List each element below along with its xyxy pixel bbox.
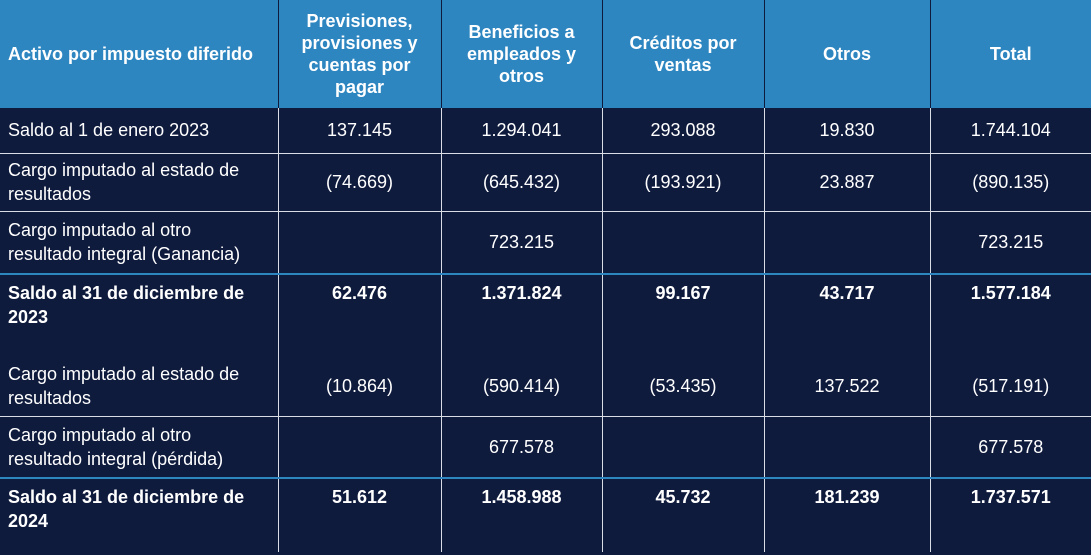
cell-employee-benefits: 723.215: [441, 211, 603, 275]
table-row: Cargo imputado al otro resultado integra…: [0, 416, 1091, 479]
cell-sales-credits: 293.088: [602, 108, 765, 154]
header-others: Otros: [764, 0, 931, 108]
cell-provisions: 51.612: [278, 478, 442, 552]
cell-sales-credits: (193.921): [602, 153, 765, 212]
cell-total: (890.135): [930, 153, 1091, 212]
cell-provisions: (74.669): [278, 153, 442, 212]
cell-others: 137.522: [764, 356, 931, 417]
cell-others: [764, 211, 931, 275]
row-label: Cargo imputado al otro resultado integra…: [0, 211, 279, 275]
table-row: Cargo imputado al estado de resultados (…: [0, 153, 1091, 212]
cell-sales-credits: (53.435): [602, 356, 765, 417]
header-provisions: Previsiones, provisiones y cuentas por p…: [278, 0, 442, 108]
cell-provisions: 137.145: [278, 108, 442, 154]
cell-total: 1.744.104: [930, 108, 1091, 154]
cell-sales-credits: [602, 416, 765, 479]
row-label: Saldo al 31 de diciembre de 2024: [0, 478, 279, 552]
header-concept: Activo por impuesto diferido: [0, 0, 279, 108]
cell-total: 1.737.571: [970, 487, 1051, 507]
cell-total: 677.578: [930, 416, 1091, 479]
table-row: Cargo imputado al estado de resultados (…: [0, 356, 1091, 417]
row-label: Saldo al 31 de diciembre de 2023: [0, 274, 279, 356]
cell-total: (517.191): [930, 356, 1091, 417]
cell-employee-benefits: (590.414): [441, 356, 603, 417]
cell-total: 723.215: [930, 211, 1091, 275]
cell-employee-benefits: 1.371.824: [441, 274, 603, 356]
subtotal-row: Saldo al 31 de diciembre de 2024 51.612 …: [0, 478, 1091, 552]
table-row: Saldo al 1 de enero 2023 137.145 1.294.0…: [0, 108, 1091, 154]
header-total: Total: [930, 0, 1091, 108]
cell-sales-credits: 45.732: [602, 478, 765, 552]
cell-provisions: [278, 211, 442, 275]
cell-provisions: (10.864): [278, 356, 442, 417]
header-sales-credits: Créditos por ventas: [602, 0, 765, 108]
header-employee-benefits: Beneficios a empleados y otros: [441, 0, 603, 108]
row-label: Cargo imputado al estado de resultados: [0, 153, 279, 212]
table-header: Activo por impuesto diferido Previsiones…: [0, 0, 1091, 108]
cell-total: 1.577.184: [970, 283, 1051, 303]
table-body: Saldo al 1 de enero 2023 137.145 1.294.0…: [0, 108, 1091, 552]
cell-sales-credits: [602, 211, 765, 275]
cell-others: [764, 416, 931, 479]
cell-provisions: [278, 416, 442, 479]
cell-others: 23.887: [764, 153, 931, 212]
row-label: Saldo al 1 de enero 2023: [0, 108, 279, 154]
row-label: Cargo imputado al otro resultado integra…: [0, 416, 279, 479]
cell-employee-benefits: 1.458.988: [441, 478, 603, 552]
cell-provisions: 62.476: [278, 274, 442, 356]
cell-others: 43.717: [764, 274, 931, 356]
cell-employee-benefits: 1.294.041: [441, 108, 603, 154]
cell-others: 19.830: [764, 108, 931, 154]
row-label: Cargo imputado al estado de resultados: [0, 356, 279, 417]
cell-employee-benefits: (645.432): [441, 153, 603, 212]
subtotal-row: Saldo al 31 de diciembre de 2023 62.476 …: [0, 274, 1091, 356]
cell-employee-benefits: 677.578: [441, 416, 603, 479]
header-row: Activo por impuesto diferido Previsiones…: [0, 0, 1091, 108]
table-row: Cargo imputado al otro resultado integra…: [0, 211, 1091, 275]
cell-sales-credits: 99.167: [602, 274, 765, 356]
cell-others: 181.239: [764, 478, 931, 552]
